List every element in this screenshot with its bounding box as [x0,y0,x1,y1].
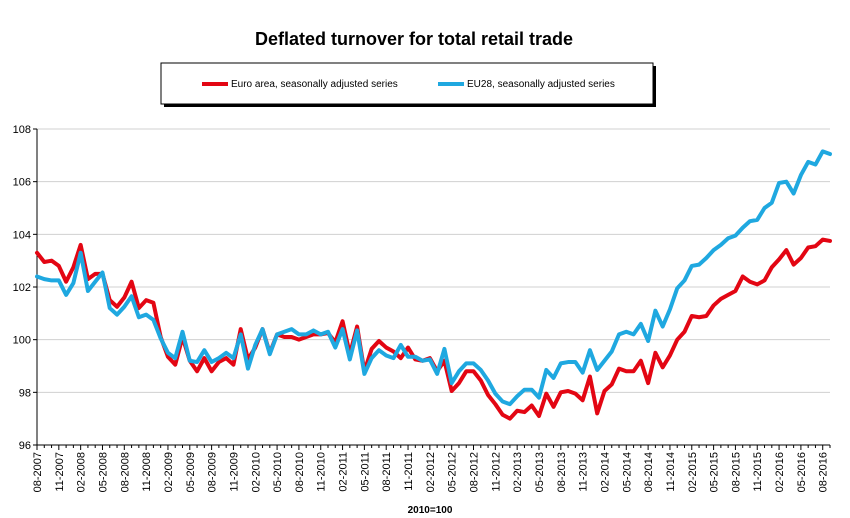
x-tick-label: 02-2015 [687,452,699,492]
x-tick-label: 05-2014 [621,452,633,492]
x-tick-label: 08-2014 [643,452,655,492]
x-tick-label: 02-2014 [599,452,611,492]
x-tick-label: 08-2010 [294,452,306,492]
y-tick-label: 102 [13,282,31,294]
x-tick-label: 11-2011 [403,452,415,491]
x-tick-label: 08-2016 [818,452,830,492]
y-tick-label: 98 [19,387,31,399]
x-tick-label: 08-2012 [469,452,481,492]
x-tick-label: 05-2016 [796,452,808,492]
x-tick-label: 05-2012 [447,452,459,492]
legend: Euro area, seasonally adjusted series EU… [160,62,656,107]
x-tick-label: 02-2011 [338,452,350,492]
gridlines [37,128,830,446]
x-tick-label: 02-2012 [425,452,437,492]
x-tick-label: 05-2011 [359,452,371,492]
y-tick-label: 108 [13,124,31,136]
y-tick-label: 106 [13,177,31,189]
series-line-eu28 [35,149,832,407]
x-axis-ticks: 08-2007 11-2007 02-2008 05-2008 08-2008 11-20… [32,445,831,492]
x-tick-label: 05-2015 [709,452,721,492]
x-tick-label: 11-2014 [665,452,677,492]
y-tick-label: 96 [19,440,31,452]
chart-title: Deflated turnover for total retail trade [255,29,573,49]
x-tick-label: 02-2008 [76,452,88,492]
x-tick-label: 11-2007 [54,452,66,492]
legend-label-euro-area: Euro area, seasonally adjusted series [231,79,398,90]
x-tick-label: 08-2009 [207,452,219,492]
y-tick-label: 100 [13,335,31,347]
x-tick-label: 11-2010 [316,452,328,492]
legend-box [160,62,654,105]
x-tick-label: 11-2008 [141,452,153,492]
x-tick-label: 11-2012 [490,452,502,492]
x-tick-label: 05-2009 [185,452,197,492]
legend-label-eu28: EU28, seasonally adjusted series [467,79,615,90]
x-tick-label: 05-2008 [97,452,109,492]
x-tick-label: 08-2013 [556,452,568,492]
x-tick-label: 11-2009 [228,452,240,492]
x-tick-label: 02-2013 [512,452,524,492]
y-tick-label: 104 [13,229,31,241]
x-tick-label: 08-2007 [32,452,44,492]
x-tick-label: 02-2016 [774,452,786,492]
x-tick-label: 02-2009 [163,452,175,492]
x-tick-label: 05-2013 [534,452,546,492]
x-tick-label: 11-2013 [578,452,590,492]
x-tick-label: 05-2010 [272,452,284,492]
x-tick-label: 08-2011 [381,452,393,492]
x-tick-label: 08-2008 [119,452,131,492]
x-axis-title: 2010=100 [408,505,453,516]
x-tick-label: 02-2010 [250,452,262,492]
x-tick-label: 11-2015 [752,452,764,492]
x-tick-label: 08-2015 [730,452,742,492]
series-lines [35,149,832,421]
y-axis-ticks: 96 98 100 102 104 106 108 [13,124,37,452]
